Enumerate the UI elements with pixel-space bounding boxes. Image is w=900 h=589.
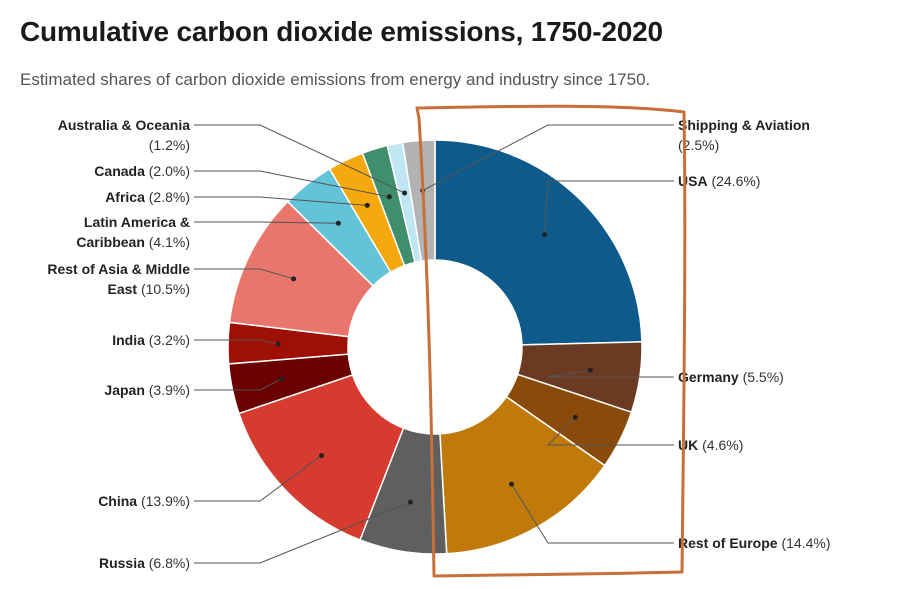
slice-label-uk: UK (4.6%) xyxy=(678,437,743,453)
slice-label-usa: USA (24.6%) xyxy=(678,173,760,189)
leader-line-australia-and-oceania xyxy=(194,124,405,194)
leader-dot-usa xyxy=(542,232,548,238)
leader-line-africa xyxy=(194,196,368,206)
label-leader-lines xyxy=(194,124,674,564)
slice-label-germany: Germany (5.5%) xyxy=(678,369,784,385)
hand-drawn-highlight-box xyxy=(415,104,687,578)
leader-line-latin-america-and-caribbean xyxy=(194,221,339,224)
leader-line-rest-of-europe xyxy=(511,483,674,544)
leader-line-germany xyxy=(547,369,674,378)
slice-label-africa: Africa (2.8%) xyxy=(105,189,190,205)
slice-shipping-and-aviation xyxy=(401,139,436,262)
leader-line-canada xyxy=(194,170,390,198)
leader-dot-latin-america-and-caribbean xyxy=(335,220,341,226)
leader-line-china xyxy=(194,455,322,502)
slice-label-shipping-and-aviation: Shipping & Aviation (2.5%) xyxy=(678,117,810,153)
slice-usa xyxy=(434,139,643,346)
leader-line-india xyxy=(194,339,279,345)
slice-label-latin-america-and-caribbean: Latin America & Caribbean (4.1%) xyxy=(76,214,190,250)
slice-label-japan: Japan (3.9%) xyxy=(104,382,190,398)
leader-line-shipping-and-aviation xyxy=(422,124,674,191)
donut-slices xyxy=(227,139,643,555)
chart-subtitle: Estimated shares of carbon dioxide emiss… xyxy=(20,70,651,89)
leader-dot-australia-and-oceania xyxy=(402,190,408,196)
slice-label-russia: Russia (6.8%) xyxy=(99,555,190,571)
leader-line-uk xyxy=(546,417,674,446)
leader-dot-africa xyxy=(364,202,370,208)
slice-labels: USA (24.6%) Germany (5.5%) UK (4.6%) Rest o… xyxy=(47,117,830,571)
leader-line-japan xyxy=(194,378,282,391)
slice-rest-of-europe xyxy=(439,395,606,555)
leader-dot-canada xyxy=(386,194,392,200)
chart-title: Cumulative carbon dioxide emissions, 175… xyxy=(20,16,663,47)
slice-label-china: China (13.9%) xyxy=(98,493,190,509)
leader-dot-germany xyxy=(587,367,593,373)
leader-dot-india xyxy=(275,341,281,347)
slice-label-rest-of-asia-and-middle-east: Rest of Asia & Middle East (10.5%) xyxy=(47,261,190,297)
slice-label-rest-of-europe: Rest of Europe (14.4%) xyxy=(678,535,831,551)
leader-dot-rest-of-europe xyxy=(508,481,514,487)
leader-line-rest-of-asia-and-middle-east xyxy=(194,268,294,280)
leader-dot-china xyxy=(319,453,325,459)
slice-label-australia-and-oceania: Australia & Oceania (1.2%) xyxy=(58,117,190,153)
leader-line-usa xyxy=(544,180,674,235)
slice-label-india: India (3.2%) xyxy=(112,332,190,348)
leader-dot-rest-of-asia-and-middle-east xyxy=(291,276,297,282)
leader-dot-uk xyxy=(572,414,578,420)
slice-label-canada: Canada (2.0%) xyxy=(94,163,190,179)
leader-dot-japan xyxy=(278,376,284,382)
leader-line-russia xyxy=(194,501,411,564)
leader-dot-russia xyxy=(407,499,413,505)
